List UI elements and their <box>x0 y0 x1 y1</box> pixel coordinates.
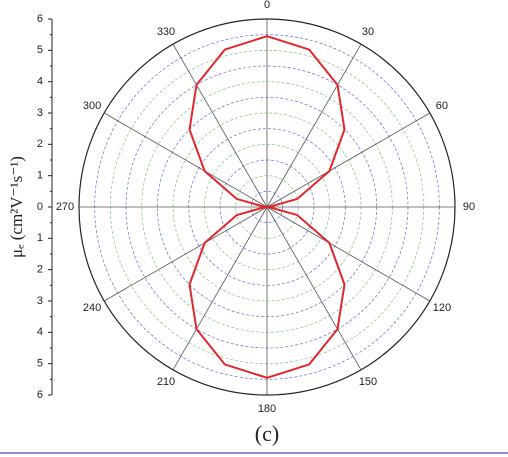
r-tick-label: 5 <box>37 44 43 56</box>
r-tick-label: 1 <box>37 232 43 244</box>
theta-tick-label: 150 <box>359 376 377 388</box>
r-tick-label: 5 <box>37 358 43 370</box>
theta-grid-line <box>103 112 268 208</box>
caption: (c) <box>255 421 279 446</box>
r-tick-label: 3 <box>37 107 43 119</box>
theta-tick-label: 30 <box>362 26 374 38</box>
theta-grid-line <box>172 43 268 208</box>
r-tick-label: 1 <box>37 170 43 182</box>
theta-grid-line <box>266 206 362 371</box>
theta-tick-label: 330 <box>157 26 175 38</box>
theta-tick-label: 120 <box>433 302 451 314</box>
r-tick-label: 4 <box>37 76 43 88</box>
theta-grid-line <box>103 206 268 302</box>
theta-grid-line <box>266 43 362 208</box>
theta-tick-label: 0 <box>264 0 270 11</box>
r-tick-label: 2 <box>37 138 43 150</box>
theta-tick-label: 240 <box>83 302 101 314</box>
theta-tick-label: 180 <box>258 403 276 415</box>
r-axis-title: μₑ (cm²V⁻¹s⁻¹) <box>7 156 26 258</box>
theta-tick-label: 60 <box>436 100 448 112</box>
theta-tick-label: 300 <box>83 100 101 112</box>
r-tick-label: 0 <box>37 201 43 213</box>
theta-tick-label: 270 <box>56 201 74 213</box>
theta-grid-line <box>266 206 431 302</box>
theta-tick-label: 90 <box>463 201 475 213</box>
data-line <box>188 35 346 379</box>
r-tick-label: 6 <box>37 389 43 401</box>
r-tick-label: 6 <box>37 13 43 25</box>
r-tick-label: 4 <box>37 326 43 338</box>
theta-grid-line <box>266 112 431 208</box>
r-tick-label: 3 <box>37 295 43 307</box>
theta-tick-label: 210 <box>157 376 175 388</box>
r-tick-label: 2 <box>37 264 43 276</box>
theta-grid-line <box>172 206 268 371</box>
